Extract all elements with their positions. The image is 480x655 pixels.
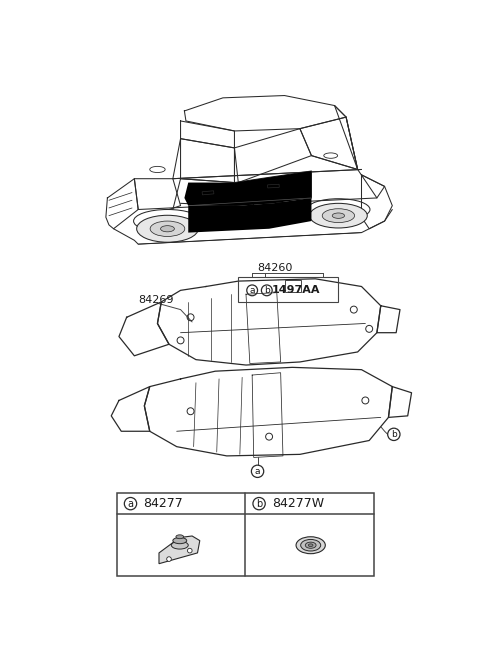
Bar bbox=[238, 277, 338, 302]
Ellipse shape bbox=[300, 540, 321, 551]
Ellipse shape bbox=[137, 215, 198, 242]
Polygon shape bbox=[159, 536, 200, 564]
Ellipse shape bbox=[322, 209, 355, 223]
Polygon shape bbox=[188, 198, 312, 233]
Text: 84269: 84269 bbox=[138, 295, 174, 305]
Bar bbox=[117, 493, 374, 576]
Bar bbox=[202, 191, 214, 195]
Ellipse shape bbox=[173, 538, 187, 544]
Circle shape bbox=[167, 557, 171, 561]
Text: 84277: 84277 bbox=[144, 497, 183, 510]
Bar bbox=[285, 280, 301, 292]
Text: b: b bbox=[256, 498, 262, 509]
Text: a: a bbox=[255, 467, 260, 476]
Ellipse shape bbox=[160, 226, 174, 232]
Circle shape bbox=[188, 548, 192, 553]
Polygon shape bbox=[184, 171, 312, 206]
Text: 84277W: 84277W bbox=[272, 497, 324, 510]
Ellipse shape bbox=[171, 542, 188, 549]
Text: b: b bbox=[391, 430, 396, 439]
Ellipse shape bbox=[310, 203, 367, 228]
Bar bbox=[267, 184, 279, 188]
Text: a: a bbox=[250, 286, 255, 295]
Ellipse shape bbox=[305, 542, 316, 548]
Text: b: b bbox=[264, 286, 270, 295]
Ellipse shape bbox=[150, 221, 185, 236]
Ellipse shape bbox=[308, 544, 313, 546]
Text: 84260: 84260 bbox=[258, 263, 293, 273]
Ellipse shape bbox=[332, 213, 345, 218]
Text: 1497AA: 1497AA bbox=[272, 286, 320, 295]
Ellipse shape bbox=[296, 536, 325, 553]
Text: a: a bbox=[128, 498, 133, 509]
Ellipse shape bbox=[176, 535, 184, 538]
